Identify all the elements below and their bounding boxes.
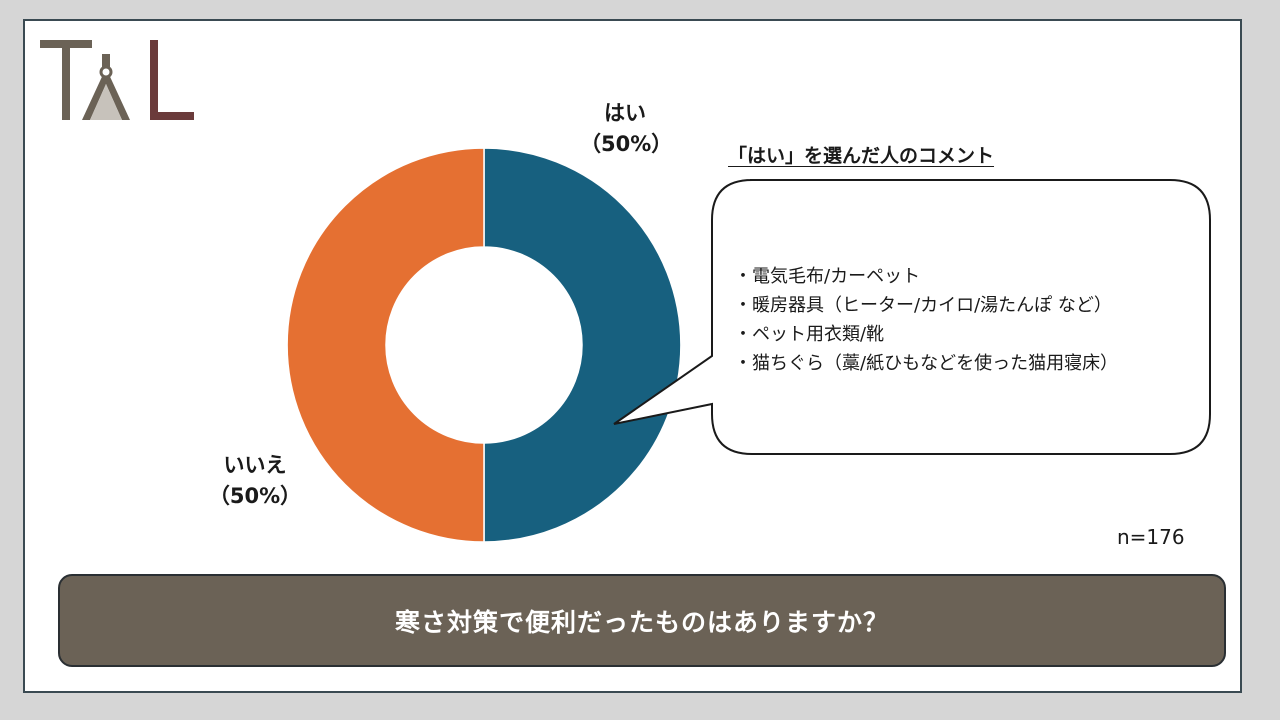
sample-size: n=176 <box>1117 525 1185 549</box>
slice-label-no: いいえ （50%） <box>208 453 302 508</box>
comment-list: 電気毛布/カーペット 暖房器具（ヒーター/カイロ/湯たんぽ など） ペット用衣類… <box>740 262 1118 378</box>
donut-slice-no <box>286 147 485 543</box>
comment-item: 猫ちぐら（藁/紙ひもなどを使った猫用寝床） <box>740 349 1118 378</box>
comment-item: ペット用衣類/靴 <box>740 320 1118 349</box>
comment-item: 電気毛布/カーペット <box>740 262 1118 291</box>
question-bar: 寒さ対策で便利だったものはありますか？ <box>58 574 1226 667</box>
slice-label-yes: はい （50%） <box>580 101 673 156</box>
comment-item: 暖房器具（ヒーター/カイロ/湯たんぽ など） <box>740 291 1118 320</box>
tal-logo <box>40 40 194 120</box>
comment-title: 「はい」を選んだ人のコメント <box>728 145 995 167</box>
question-text: 寒さ対策で便利だったものはありますか？ <box>394 607 889 637</box>
donut-slice-yes <box>483 147 682 543</box>
